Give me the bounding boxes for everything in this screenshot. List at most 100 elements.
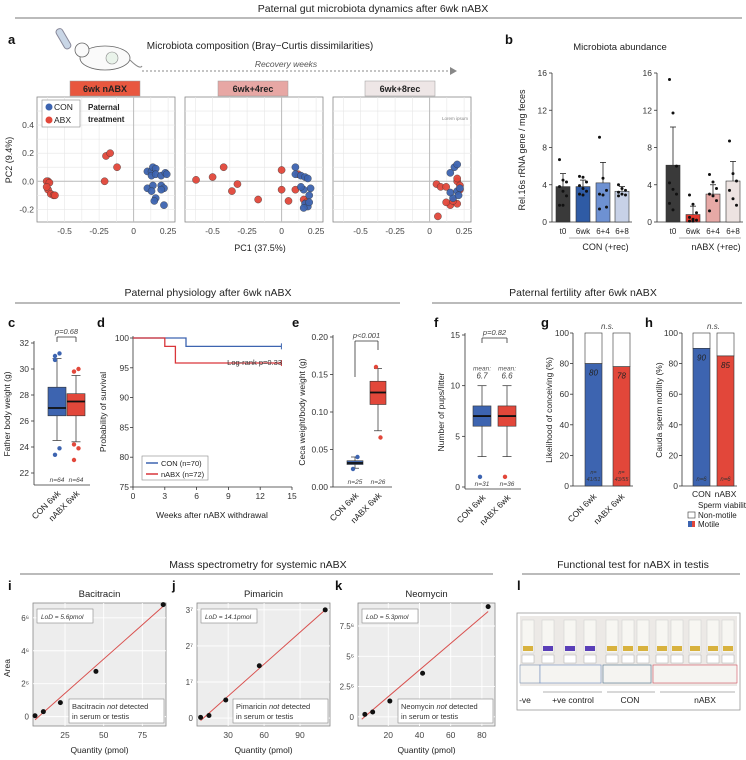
outlier-point bbox=[71, 442, 77, 447]
note-fragment: not bbox=[436, 702, 447, 711]
section-title-microbiota: Paternal gut microbiota dynamics after 6… bbox=[258, 3, 489, 15]
data-dot bbox=[578, 174, 581, 178]
data-point-con bbox=[453, 160, 462, 169]
data-dot bbox=[668, 201, 671, 205]
n-label: n=26 bbox=[371, 479, 386, 486]
photo-group-label: nABX bbox=[694, 695, 716, 705]
test-tube bbox=[636, 619, 650, 654]
group-label-card bbox=[602, 664, 652, 684]
bar-segment-value bbox=[584, 363, 603, 487]
bar-segment-remainder bbox=[716, 332, 735, 357]
x-tick-label: 0 bbox=[131, 226, 136, 236]
test-tube bbox=[583, 619, 597, 654]
y-tick-label: 0.05 bbox=[311, 445, 328, 455]
legend-label-nabx: nABX (n=72) bbox=[161, 470, 205, 479]
data-dot bbox=[668, 181, 671, 185]
data-point-abx bbox=[233, 180, 242, 188]
x-tick-label: 0 bbox=[279, 226, 284, 236]
group-label-card bbox=[539, 664, 602, 684]
note-line-2: in serum or testis bbox=[72, 712, 129, 721]
plot-title: Bacitracin bbox=[79, 589, 121, 600]
panel-letter-a: a bbox=[8, 32, 16, 47]
data-dot bbox=[565, 194, 568, 198]
x-tick-label: t0 bbox=[560, 227, 567, 236]
panel-letter-d: d bbox=[97, 315, 105, 330]
data-point-abx bbox=[42, 183, 51, 191]
data-point-con bbox=[305, 198, 314, 207]
data-dot bbox=[708, 173, 711, 177]
data-dot bbox=[620, 192, 624, 196]
box-CON-6wk bbox=[47, 386, 67, 417]
x-tick-label: 20 bbox=[384, 730, 394, 740]
y-tick-label: 0 bbox=[189, 714, 194, 723]
bar-6+4 bbox=[705, 193, 721, 223]
y-tick-label: 90 bbox=[120, 393, 130, 403]
data-point-con bbox=[160, 201, 168, 209]
test-tube bbox=[563, 619, 577, 654]
data-point-con bbox=[297, 183, 305, 191]
data-dot bbox=[715, 186, 718, 190]
note-line-1: Bacitracin not detected bbox=[72, 702, 148, 711]
outlier-point bbox=[378, 435, 383, 440]
pcoa-plot-frame bbox=[184, 96, 324, 223]
panel-letter-i: i bbox=[8, 578, 12, 593]
bar-6+8 bbox=[614, 190, 630, 223]
data-dot bbox=[624, 193, 627, 197]
test-tube bbox=[670, 619, 684, 654]
data-dot bbox=[675, 164, 678, 168]
y-tick-label: 80 bbox=[560, 359, 570, 369]
data-dot bbox=[695, 218, 698, 222]
data-dot bbox=[578, 192, 581, 196]
lod-label: LoD = 5.6pmol bbox=[41, 614, 84, 621]
x-tick-label: t0 bbox=[670, 227, 677, 236]
x-tick-label: CON bbox=[692, 489, 711, 499]
y-tick-label: 2⁶ bbox=[21, 680, 29, 689]
data-dot bbox=[581, 175, 585, 179]
outlier-point bbox=[71, 369, 77, 374]
data-dot bbox=[601, 193, 605, 197]
lod-box bbox=[36, 608, 94, 624]
y-tick-label: 100 bbox=[555, 328, 569, 338]
data-dot bbox=[598, 207, 601, 211]
outlier-point bbox=[76, 446, 81, 451]
legend-box bbox=[141, 455, 209, 481]
note-fragment: not bbox=[107, 702, 118, 711]
data-dot bbox=[585, 180, 588, 184]
y-tick-label: 85 bbox=[120, 422, 130, 432]
legend-label: Non-motile bbox=[698, 511, 737, 520]
calibration-point bbox=[32, 713, 38, 719]
x-tick-label: 0 bbox=[427, 226, 432, 236]
y-tick-label: 7.5⁶ bbox=[340, 622, 354, 631]
data-point-con bbox=[305, 191, 314, 200]
bar-value-label: 80 bbox=[589, 369, 598, 378]
data-point-con bbox=[454, 191, 463, 200]
test-tube bbox=[706, 619, 720, 654]
panel-letter-g: g bbox=[541, 315, 549, 330]
data-dot bbox=[598, 135, 601, 139]
significance-label: n.s. bbox=[707, 322, 720, 331]
x-tick-label: 90 bbox=[295, 730, 305, 740]
y-tick-label: 5 bbox=[455, 431, 460, 441]
data-dot bbox=[728, 188, 731, 192]
data-dot bbox=[561, 203, 565, 207]
legend-swatch-motile-con bbox=[688, 521, 692, 527]
mean-prefix: mean: bbox=[498, 365, 516, 372]
plot-title: Neomycin bbox=[405, 589, 447, 600]
y-axis-label: Father body weight (g) bbox=[2, 371, 12, 456]
x-tick-label: -0.25 bbox=[385, 226, 405, 236]
tube-liquid bbox=[523, 646, 533, 651]
bar-t0 bbox=[665, 164, 681, 223]
legend-swatch-abx bbox=[45, 116, 53, 124]
note-line-2: in serum or testis bbox=[236, 712, 293, 721]
data-dot bbox=[561, 178, 565, 182]
data-point-abx bbox=[442, 183, 450, 191]
bar-6+8 bbox=[725, 180, 741, 223]
legend-label-abx: ABX bbox=[54, 115, 71, 125]
n-label: n= bbox=[618, 470, 625, 476]
data-point-con bbox=[291, 163, 300, 172]
panel-b-title: Microbiota abundance bbox=[573, 42, 666, 53]
y-tick-label: 4 bbox=[647, 180, 652, 190]
y-tick-label: 0.15 bbox=[311, 370, 328, 380]
y-tick-label: 28 bbox=[20, 390, 30, 400]
